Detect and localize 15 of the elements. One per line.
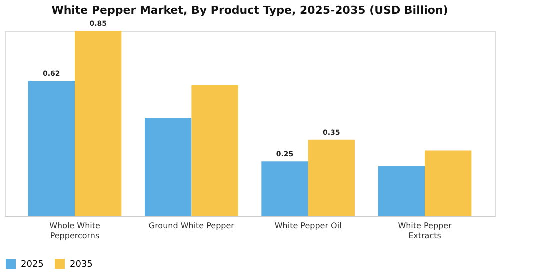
legend-label: 2035 — [70, 260, 93, 270]
bar — [308, 140, 355, 216]
chart-title: White Pepper Market, By Product Type, 2025-2035 (USD Billion) — [52, 4, 448, 17]
x-tick-label: White Pepper Oil — [274, 222, 342, 230]
legend-label: 2025 — [21, 260, 44, 270]
x-tick-label: Ground White Pepper — [148, 222, 236, 230]
bar — [262, 162, 308, 216]
bar — [378, 166, 425, 216]
bar — [75, 31, 122, 216]
bar — [192, 85, 238, 216]
x-tick-label: White Pepper Extracts — [398, 222, 453, 240]
bar — [28, 81, 75, 216]
x-tick-label: Whole White Peppercorns — [50, 222, 100, 240]
bar — [425, 150, 472, 216]
bar — [145, 118, 192, 216]
